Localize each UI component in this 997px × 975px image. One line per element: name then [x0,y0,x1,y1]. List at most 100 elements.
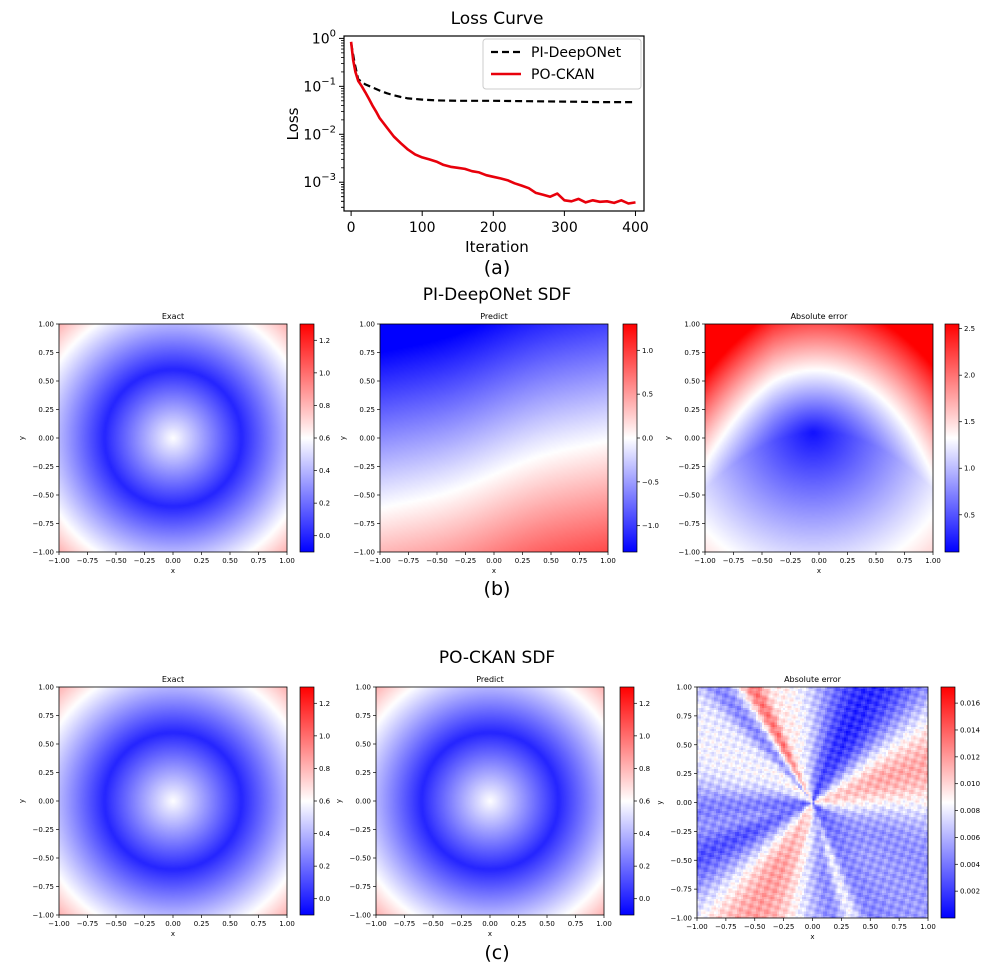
heatmap-po-ckan-sdf-exact: Exact x y −1.00−1.00 −0.75 −0.75 −0.50 −0.50 −0.… [18,675,331,938]
heatmap-x-tick-label: 0.50 [862,923,878,931]
heatmap-x-tick-label: −0.75 [77,557,98,565]
colorbar-tick-label: −0.5 [642,478,659,486]
heatmap-x-tick-label: 0.50 [543,557,559,565]
heatmap-y-tick-label: −0.50 [671,857,692,865]
colorbar [299,323,315,553]
heatmap-x-tick-label: −0.50 [426,557,447,565]
loss-x-ticks: 0 100 200 300 400 [347,211,649,236]
heatmap-x-tick-label: 0.25 [515,557,531,565]
colorbar-tick-label: 0.8 [639,765,650,773]
colorbar-tick-label: 0.012 [960,753,980,761]
colorbar-tick-label: 0.008 [960,807,980,815]
colorbar-tick-label: 1.0 [642,347,653,355]
heatmap-image [59,324,287,552]
heatmap-x-tick-label: −0.75 [394,920,415,928]
heatmap-title: Absolute error [791,312,849,321]
heatmap-y-tick-label: −1.00 [354,549,375,557]
heatmap-x-tick-label: −1.00 [694,557,715,565]
heatmap-y-tick-label: 0.00 [676,799,692,807]
heatmap-y-tick-label: −0.50 [679,492,700,500]
colorbar-tick-label: 1.0 [639,732,650,740]
heatmap-y-tick-label: −0.75 [350,883,371,891]
heatmap-x-tick-label: 0.75 [251,920,267,928]
colorbar-tick-label: 0.014 [960,726,981,734]
colorbar [299,686,315,916]
loss-x-tick-label: 0 [347,220,356,236]
colorbar [940,686,956,919]
heatmap-x-tick-label: −0.50 [744,923,765,931]
heatmap-y-tick-label: −1.00 [33,912,54,920]
loss-curve-title: Loss Curve [451,9,544,29]
heatmap-y-tick-label: 0.25 [38,406,54,414]
heatmap-y-tick-label: 0.75 [38,349,54,357]
heatmap-image [59,687,287,915]
heatmap-y-tick-label: −0.25 [33,826,54,834]
heatmap-x-tick-label: −1.00 [48,557,69,565]
colorbar-tick-label: 0.0 [639,895,650,903]
loss-x-axis-label: Iteration [465,238,529,256]
legend-label-pi-deeponet: PI-DeepONet [531,45,622,61]
heatmap-y-tick-label: 0.75 [359,349,375,357]
heatmap-title: Predict [480,312,508,321]
colorbar-tick-label: 0.4 [319,830,331,838]
panel-label-b: (b) [484,578,511,600]
colorbar-tick-label: 0.5 [964,511,975,519]
heatmap-y-tick-label: 0.50 [676,741,692,749]
heatmap-y-tick-label: 0.25 [359,406,375,414]
colorbar-tick-label: 0.8 [319,765,330,773]
heatmap-x-tick-label: −0.25 [455,557,476,565]
legend-box [482,38,642,90]
heatmap-title: Predict [476,675,504,684]
heatmap-y-tick-label: −0.25 [679,463,700,471]
heatmap-y-label: y [664,436,672,440]
heatmap-x-tick-label: 0.75 [251,557,267,565]
heatmap-x-tick-label: −0.25 [451,920,472,928]
colorbar-tick-label: 0.2 [639,863,650,871]
colorbar-tick-label: 0.0 [319,532,330,540]
heatmap-title: Exact [162,675,184,684]
heatmap-y-tick-label: −0.25 [33,463,54,471]
heatmap-x-tick-label: −0.50 [751,557,772,565]
heatmap-y-tick-label: 0.50 [38,741,54,749]
colorbar-tick-label: 0.016 [960,700,981,708]
colorbar-tick-label: 1.0 [319,732,330,740]
series-line-po-ckan [349,41,636,205]
colorbar-tick-label: 1.0 [964,465,975,473]
heatmap-y-tick-label: 0.00 [38,435,54,443]
heatmap-x-tick-label: −0.75 [398,557,419,565]
heatmap-y-tick-label: 1.00 [355,684,371,692]
heatmap-y-tick-label: 0.75 [684,349,700,357]
colorbar-tick-label: 1.5 [964,418,975,426]
heatmap-image [705,324,933,552]
heatmap-y-tick-label: 0.00 [355,798,371,806]
heatmap-y-label: y [339,436,347,440]
heatmap-y-tick-label: −0.25 [354,463,375,471]
heatmap-y-label: y [18,799,26,803]
heatmap-x-tick-label: −0.25 [134,557,155,565]
colorbar-tick-label: 0.006 [960,834,981,842]
heatmap-x-tick-label: 0.75 [891,923,907,931]
heatmap-y-tick-label: 0.50 [38,378,54,386]
heatmap-y-tick-label: 0.25 [684,406,700,414]
heatmap-y-tick-label: 0.75 [355,712,371,720]
legend-label-po-ckan: PO-CKAN [531,67,595,83]
colorbar-tick-label: 0.6 [319,435,331,443]
heatmap-x-tick-label: −0.50 [105,920,126,928]
heatmap-x-tick-label: −0.75 [715,923,736,931]
heatmap-x-tick-label: 0.25 [511,920,527,928]
heatmap-x-tick-label: 0.50 [222,920,238,928]
heatmap-x-tick-label: 0.00 [165,557,181,565]
heatmap-y-tick-label: −0.25 [671,828,692,836]
heatmap-x-tick-label: 0.75 [568,920,584,928]
colorbar-tick-label: −1.0 [642,522,659,530]
heatmap-x-tick-label: 0.25 [840,557,856,565]
heatmap-y-tick-label: −1.00 [33,549,54,557]
heatmap-y-tick-label: 0.25 [38,769,54,777]
colorbar-tick-label: 1.2 [319,700,330,708]
heatmap-y-tick-label: −0.75 [33,883,54,891]
heatmap-x-label: x [817,567,821,575]
heatmap-title: Exact [162,312,184,321]
heatmap-po-ckan-sdf-predict: Predictxy−1.00−1.00−0.75−0.75−0.50−0.50−… [335,675,651,938]
heatmap-y-tick-label: 0.00 [684,435,700,443]
heatmap-y-tick-label: −1.00 [671,915,692,923]
